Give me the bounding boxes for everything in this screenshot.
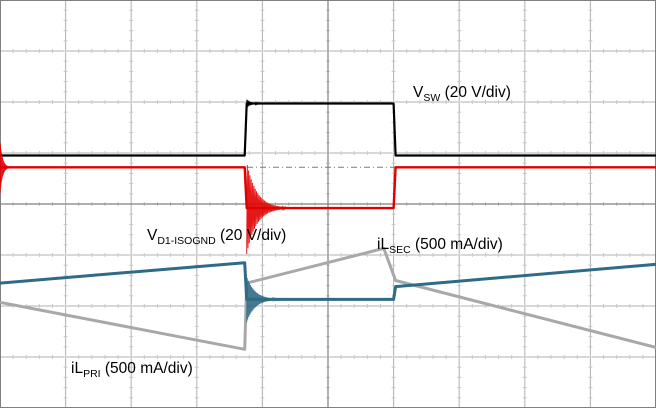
ringing-blue-1 [246, 277, 280, 323]
ringing-black-1 [246, 99, 264, 108]
vsw-trace [0, 102, 656, 157]
ilpri-trace [0, 246, 656, 351]
vd1-isognd-label: VD1-ISOGND (20 V/div) [147, 227, 286, 247]
ilsec-label: iLSEC (500 mA/div) [377, 236, 503, 256]
vd1-isognd-trace [0, 166, 656, 210]
traces [0, 99, 656, 351]
ringing-red-1 [246, 165, 287, 255]
trace-labels: VSW (20 V/div) VD1-ISOGND (20 V/div) iLS… [71, 84, 511, 380]
vsw-label: VSW (20 V/div) [413, 84, 511, 104]
ringing-red-0 [0, 143, 11, 193]
ilpri-label: iLPRI (500 mA/div) [71, 360, 193, 380]
